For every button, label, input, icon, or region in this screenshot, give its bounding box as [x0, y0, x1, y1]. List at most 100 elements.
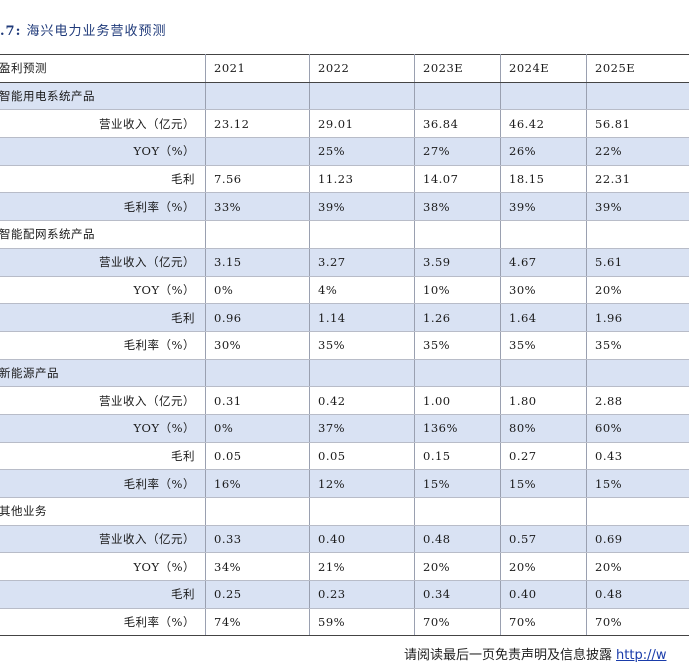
value-cell: 15%	[586, 469, 689, 498]
value-cell: 0.43	[586, 441, 689, 471]
value-cell: 0.96	[205, 303, 310, 332]
table-row: 毛利率（%） 30% 35% 35% 35% 35%	[0, 330, 689, 360]
table-row: YOY（%） 25% 27% 26% 22%	[0, 137, 689, 166]
value-cell: 14.07	[414, 164, 501, 194]
table-row: 毛利率（%） 33% 39% 38% 39% 39%	[0, 192, 689, 222]
row-label-cell: 毛利率（%）	[0, 469, 206, 498]
header-cell: 2024E	[500, 54, 587, 83]
value-cell	[586, 220, 689, 249]
value-cell	[414, 220, 501, 249]
value-cell: 34%	[205, 552, 310, 582]
value-cell: 5.61	[586, 247, 689, 277]
value-cell: 16%	[205, 469, 310, 498]
value-cell: 46.42	[500, 109, 587, 139]
table-row: 其他业务	[0, 497, 689, 526]
value-cell: 39%	[586, 192, 689, 222]
table-row: 营业收入（亿元） 0.33 0.40 0.48 0.57 0.69	[0, 524, 689, 554]
value-cell: 30%	[500, 275, 587, 305]
row-label-cell: 毛利	[0, 580, 206, 609]
value-cell: 35%	[586, 330, 689, 360]
value-cell: 39%	[500, 192, 587, 222]
value-cell	[205, 358, 310, 388]
table-row: YOY（%） 0% 37% 136% 80% 60%	[0, 413, 689, 443]
value-cell: 0.57	[500, 524, 587, 554]
value-cell: 4%	[309, 275, 415, 305]
value-cell: 15%	[500, 469, 587, 498]
row-label-cell: YOY（%）	[0, 552, 206, 582]
table-row: 营业收入（亿元） 3.15 3.27 3.59 4.67 5.61	[0, 247, 689, 277]
value-cell	[309, 497, 415, 526]
value-cell: 1.80	[500, 386, 587, 415]
value-cell	[309, 358, 415, 388]
value-cell: 0.15	[414, 441, 501, 471]
row-label-cell: 毛利	[0, 303, 206, 332]
table-row: YOY（%） 34% 21% 20% 20% 20%	[0, 552, 689, 582]
table-caption: .7: 海兴电力业务营收预测	[0, 20, 167, 40]
footer-disclaimer: 请阅读最后一页免责声明及信息披露 http://w	[404, 644, 666, 663]
value-cell: 1.14	[309, 303, 415, 332]
value-cell: 10%	[414, 275, 501, 305]
row-label-cell: YOY（%）	[0, 413, 206, 443]
value-cell: 70%	[586, 607, 689, 637]
value-cell: 37%	[309, 413, 415, 443]
table-row: 毛利 0.25 0.23 0.34 0.40 0.48	[0, 580, 689, 609]
header-cell: 2021	[205, 54, 310, 83]
value-cell: 38%	[414, 192, 501, 222]
table-body: 盈利预测 2021 2022 2023E 2024E 2025E 智能用电系统产…	[0, 54, 689, 637]
table-row: 新能源产品	[0, 358, 689, 388]
forecast-table-container: 盈利预测 2021 2022 2023E 2024E 2025E 智能用电系统产…	[0, 54, 689, 637]
table-row: 毛利 7.56 11.23 14.07 18.15 22.31	[0, 164, 689, 194]
value-cell: 0%	[205, 413, 310, 443]
value-cell: 0.27	[500, 441, 587, 471]
table-row: YOY（%） 0% 4% 10% 30% 20%	[0, 275, 689, 305]
value-cell: 4.67	[500, 247, 587, 277]
value-cell	[414, 358, 501, 388]
section-label-cell: 智能配网系统产品	[0, 220, 206, 249]
table-row: 智能用电系统产品	[0, 81, 689, 111]
value-cell	[500, 220, 587, 249]
disclaimer-text: 请阅读最后一页免责声明及信息披露	[404, 648, 613, 663]
value-cell: 35%	[500, 330, 587, 360]
value-cell: 0.40	[309, 524, 415, 554]
row-label-cell: 毛利率（%）	[0, 330, 206, 360]
value-cell	[205, 220, 310, 249]
value-cell: 0%	[205, 275, 310, 305]
row-label-cell: 营业收入（亿元）	[0, 524, 206, 554]
value-cell: 0.23	[309, 580, 415, 609]
value-cell: 20%	[414, 552, 501, 582]
value-cell: 3.27	[309, 247, 415, 277]
value-cell: 0.25	[205, 580, 310, 609]
value-cell: 12%	[309, 469, 415, 498]
value-cell: 0.40	[500, 580, 587, 609]
footer-link[interactable]: http://w	[616, 648, 667, 663]
table-row: 毛利 0.05 0.05 0.15 0.27 0.43	[0, 441, 689, 471]
value-cell: 74%	[205, 607, 310, 637]
value-cell: 25%	[309, 137, 415, 166]
row-label-cell: 营业收入（亿元）	[0, 109, 206, 139]
row-label-cell: 毛利率（%）	[0, 192, 206, 222]
value-cell: 1.26	[414, 303, 501, 332]
value-cell: 15%	[414, 469, 501, 498]
header-cell: 2023E	[414, 54, 501, 83]
value-cell	[500, 81, 587, 111]
value-cell: 0.48	[586, 580, 689, 609]
value-cell: 1.96	[586, 303, 689, 332]
value-cell: 30%	[205, 330, 310, 360]
section-label-cell: 新能源产品	[0, 358, 206, 388]
value-cell: 59%	[309, 607, 415, 637]
value-cell: 27%	[414, 137, 501, 166]
value-cell	[309, 81, 415, 111]
value-cell: 21%	[309, 552, 415, 582]
value-cell: 22%	[586, 137, 689, 166]
value-cell	[500, 358, 587, 388]
table-row: 营业收入（亿元） 0.31 0.42 1.00 1.80 2.88	[0, 386, 689, 415]
value-cell: 20%	[500, 552, 587, 582]
row-label-cell: YOY（%）	[0, 275, 206, 305]
value-cell	[414, 81, 501, 111]
table-row: 毛利率（%） 16% 12% 15% 15% 15%	[0, 469, 689, 498]
value-cell	[309, 220, 415, 249]
row-label-cell: 营业收入（亿元）	[0, 247, 206, 277]
row-label-cell: 毛利	[0, 441, 206, 471]
value-cell: 70%	[500, 607, 587, 637]
value-cell: 35%	[309, 330, 415, 360]
